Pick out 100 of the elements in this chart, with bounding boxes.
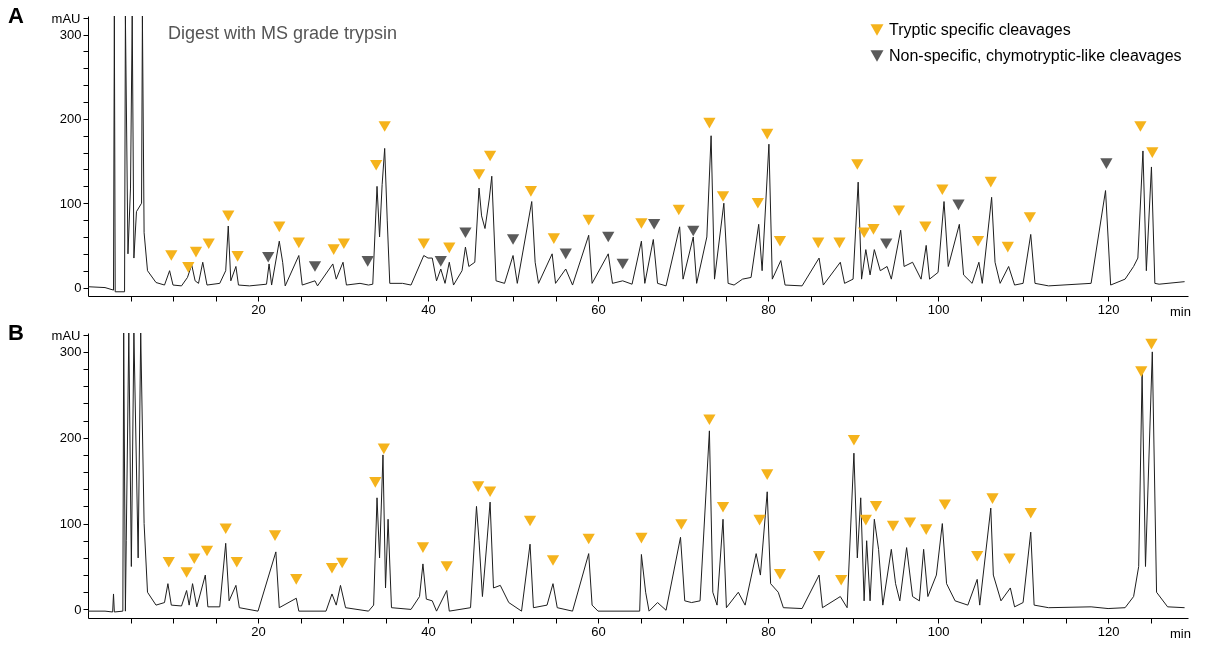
line-series — [88, 333, 1186, 613]
x-tick-label: 20 — [251, 623, 266, 639]
point — [984, 176, 997, 188]
point — [886, 520, 900, 532]
point — [308, 261, 322, 272]
point — [616, 258, 629, 270]
point — [417, 238, 430, 250]
point — [869, 501, 883, 512]
point — [1001, 241, 1014, 253]
point — [370, 159, 383, 171]
y-tick-label: 100 — [59, 195, 82, 211]
y-tick-label: 300 — [59, 344, 82, 360]
y-tick-label: 0 — [74, 601, 82, 617]
point — [751, 197, 764, 209]
y-tick-label: 300 — [59, 27, 82, 43]
point — [292, 237, 305, 249]
point — [506, 234, 520, 245]
x-tick-label: 20 — [251, 301, 266, 317]
x-axis-title: min — [1170, 625, 1191, 641]
y-tick-label: 100 — [59, 516, 82, 532]
x-tick-label: 40 — [421, 623, 436, 639]
x-tick-label: 40 — [421, 301, 436, 317]
point — [753, 514, 766, 526]
point — [833, 237, 846, 249]
point — [938, 499, 951, 510]
point — [188, 553, 201, 565]
point — [582, 533, 595, 545]
point — [672, 204, 685, 216]
point — [835, 574, 848, 586]
point — [162, 556, 175, 568]
point — [867, 224, 880, 235]
x-tick-label: 100 — [927, 623, 950, 639]
point — [602, 231, 615, 243]
point — [971, 235, 985, 247]
y-tick-label: 0 — [74, 280, 82, 296]
point — [920, 524, 933, 535]
y-axis-title: mAU — [51, 10, 81, 26]
point — [222, 210, 235, 222]
line-series — [88, 16, 1186, 293]
point — [443, 242, 456, 254]
y-tick-label: 200 — [59, 111, 82, 127]
point — [230, 556, 243, 568]
x-tick-label: 100 — [927, 301, 950, 317]
point — [1135, 366, 1148, 377]
point — [952, 199, 965, 211]
point — [472, 481, 485, 492]
point — [716, 501, 730, 513]
point — [559, 248, 572, 260]
point — [635, 218, 648, 229]
point — [472, 169, 486, 180]
point — [716, 191, 730, 202]
point — [812, 237, 825, 249]
point — [165, 250, 178, 261]
point — [1145, 338, 1158, 350]
point — [919, 221, 932, 233]
point — [858, 227, 871, 239]
x-tick-label: 80 — [761, 301, 776, 317]
y-axis-title: mAU — [51, 327, 81, 343]
text: A — [8, 3, 24, 28]
x-tick-label: 120 — [1097, 301, 1120, 317]
text: B — [8, 320, 24, 345]
x-tick-label: 80 — [761, 623, 776, 639]
point — [262, 251, 275, 263]
point — [812, 550, 826, 562]
point — [459, 227, 472, 239]
point — [1100, 158, 1113, 169]
x-tick-label: 60 — [591, 623, 606, 639]
point — [202, 238, 215, 250]
point — [325, 562, 339, 574]
point — [219, 523, 232, 535]
point — [268, 530, 282, 541]
chart-title: Digest with MS grade trypsin — [168, 23, 398, 43]
point — [859, 514, 872, 526]
point — [200, 545, 214, 557]
point — [971, 550, 984, 562]
point — [847, 435, 861, 446]
point — [337, 238, 350, 250]
point — [546, 555, 560, 566]
point — [703, 117, 716, 129]
point — [687, 225, 700, 237]
point — [524, 186, 538, 197]
point — [361, 256, 374, 267]
x-tick-label: 60 — [591, 301, 606, 317]
point — [903, 517, 917, 529]
point — [1024, 507, 1037, 519]
x-axis-title: min — [1170, 303, 1191, 319]
point — [483, 150, 497, 162]
point — [369, 477, 382, 488]
point — [547, 233, 560, 244]
point — [761, 469, 774, 480]
legend-label: Tryptic specific cleavages — [889, 21, 1071, 38]
point — [892, 205, 906, 217]
point — [434, 256, 447, 267]
point — [1023, 212, 1037, 223]
point — [936, 184, 949, 196]
x-tick-label: 120 — [1097, 623, 1120, 639]
point — [1003, 553, 1016, 565]
point — [675, 519, 688, 530]
point — [189, 246, 203, 258]
point — [582, 214, 595, 226]
